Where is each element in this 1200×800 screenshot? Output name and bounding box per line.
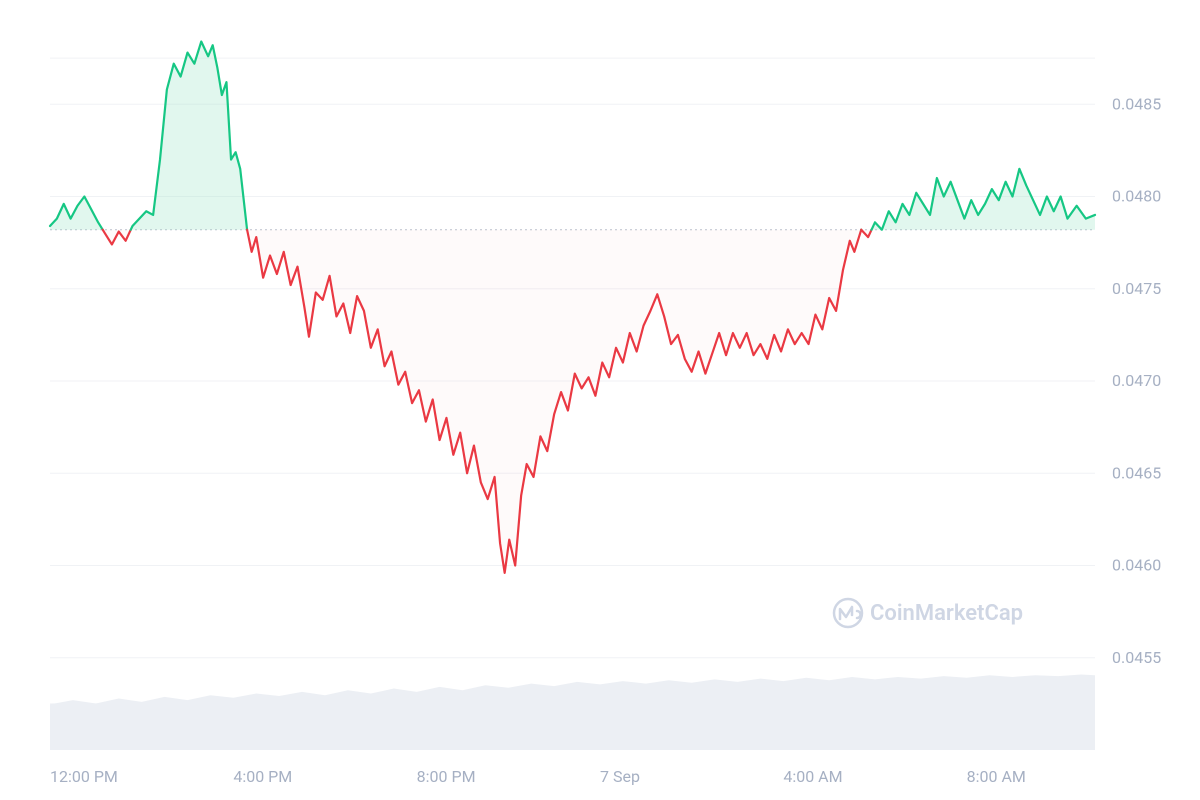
- y-tick-label: 0.0470: [1112, 371, 1161, 390]
- x-tick-label: 4:00 AM: [783, 767, 842, 786]
- y-tick-label: 0.0480: [1112, 187, 1161, 206]
- price-fill: [50, 197, 103, 230]
- price-fill: [247, 230, 861, 573]
- y-tick-label: 0.0455: [1112, 648, 1161, 667]
- svg-text:CoinMarketCap: CoinMarketCap: [870, 601, 1023, 626]
- y-tick-label: 0.0485: [1112, 94, 1161, 113]
- x-tick-label: 8:00 AM: [967, 767, 1026, 786]
- volume-area: [50, 674, 1095, 750]
- x-tick-label: 4:00 PM: [233, 767, 292, 786]
- x-tick-label: 7 Sep: [600, 767, 640, 786]
- y-tick-label: 0.0475: [1112, 279, 1161, 298]
- price-chart[interactable]: CoinMarketCap 0.0455 0.0460 0.0465 0.0470 0.0…: [0, 0, 1200, 800]
- chart-svg: CoinMarketCap 0.0455 0.0460 0.0465 0.0470 0.0…: [0, 0, 1200, 800]
- watermark: CoinMarketCap: [834, 599, 1023, 627]
- y-tick-label: 0.0460: [1112, 556, 1161, 575]
- y-tick-label: 0.0465: [1112, 463, 1161, 482]
- x-tick-label: 12:00 PM: [50, 767, 118, 786]
- x-tick-label: 8:00 PM: [417, 767, 476, 786]
